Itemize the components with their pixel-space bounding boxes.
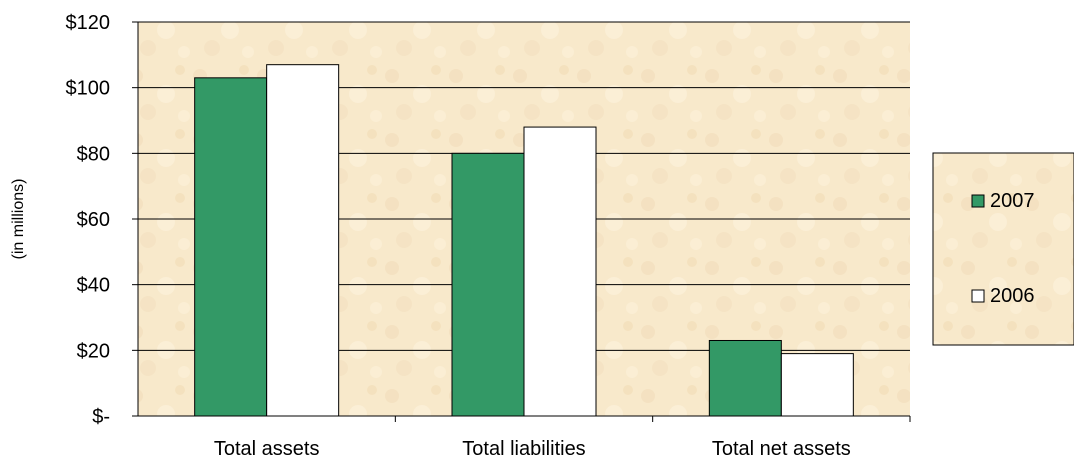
bar-2007-total-liabilities xyxy=(451,152,525,417)
legend-swatch-2007 xyxy=(971,194,985,208)
y-axis-label: (in millions) xyxy=(10,179,27,260)
x-tick-label: Total net assets xyxy=(712,438,851,460)
y-tick-label: $80 xyxy=(77,143,110,165)
legend-swatch-2006 xyxy=(971,289,985,303)
y-tick-label: $- xyxy=(92,406,110,428)
y-tick-label: $100 xyxy=(66,78,111,100)
bars xyxy=(194,64,854,417)
y-tick-label: $20 xyxy=(77,340,110,362)
legend-label-2006: 2006 xyxy=(990,285,1035,307)
y-tick-label: $40 xyxy=(77,275,110,297)
bar-2007-total-net-assets xyxy=(708,339,782,417)
x-tick-label: Total assets xyxy=(214,438,320,460)
bar-2007-total-assets xyxy=(194,77,268,417)
y-tick-label: $120 xyxy=(66,12,111,34)
bar-2006-total-net-assets xyxy=(780,353,854,417)
bar-2006-total-assets xyxy=(266,64,340,417)
legend: 2007 2006 xyxy=(932,152,1074,346)
legend-label-2007: 2007 xyxy=(990,190,1035,212)
x-tick-label: Total liabilities xyxy=(462,438,585,460)
bar-2006-total-liabilities xyxy=(523,126,597,417)
y-tick-label: $60 xyxy=(77,209,110,231)
legend-box xyxy=(932,152,1074,346)
tick-labels: $- $20 $40 $60 $80 $100 $120 Total assets Total … xyxy=(66,12,851,460)
